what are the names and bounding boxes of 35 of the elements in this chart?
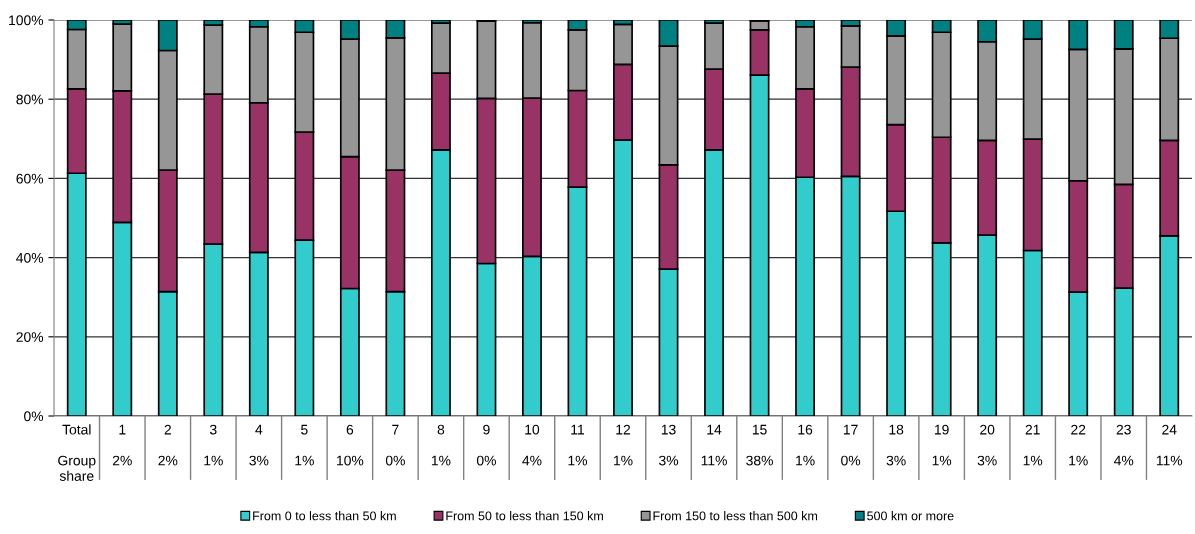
category-label: 17 0% bbox=[841, 424, 861, 466]
category-label: 22 1% bbox=[1069, 424, 1088, 466]
category-label: 24 11% bbox=[1156, 424, 1183, 466]
category-label: 14 11% bbox=[701, 424, 727, 466]
legend-label: From 150 to less than 500 km bbox=[653, 511, 818, 521]
category-label: 11 1% bbox=[568, 424, 588, 466]
y-tick-label: 60% bbox=[16, 173, 44, 184]
category-label: 5 1% bbox=[295, 424, 314, 466]
category-label: 16 1% bbox=[796, 424, 815, 466]
category-label: 23 4% bbox=[1114, 424, 1134, 466]
y-tick-label: 20% bbox=[16, 332, 44, 342]
legend-label: From 50 to less than 150 km bbox=[446, 511, 603, 521]
legend-label: From 0 to less than 50 km bbox=[253, 511, 396, 521]
category-label: 1 2% bbox=[112, 424, 132, 466]
y-tick-label: 40% bbox=[16, 252, 44, 263]
category-label: 19 1% bbox=[932, 424, 952, 466]
category-label: 3 1% bbox=[204, 424, 223, 466]
category-label: 20 3% bbox=[977, 424, 997, 466]
legend-label: 500 km or more bbox=[867, 511, 954, 521]
y-tick-label: 100% bbox=[9, 15, 44, 26]
y-tick-label: 0% bbox=[24, 411, 44, 422]
category-label: 12 1% bbox=[614, 424, 633, 466]
category-label: 4 3% bbox=[249, 424, 269, 466]
category-label: 10 4% bbox=[522, 424, 542, 466]
category-label: 7 0% bbox=[385, 424, 405, 466]
category-label: 15 38% bbox=[746, 424, 773, 466]
category-label: 2 2% bbox=[158, 424, 178, 466]
category-label: 13 3% bbox=[659, 424, 679, 466]
category-label: Total Group share bbox=[58, 424, 96, 481]
category-label: 6 10% bbox=[337, 424, 364, 466]
category-label: 18 3% bbox=[886, 424, 906, 466]
category-label: 21 1% bbox=[1023, 424, 1043, 466]
y-tick-label: 80% bbox=[16, 94, 44, 105]
category-label: 8 1% bbox=[431, 424, 451, 466]
category-label: 9 0% bbox=[476, 424, 496, 466]
